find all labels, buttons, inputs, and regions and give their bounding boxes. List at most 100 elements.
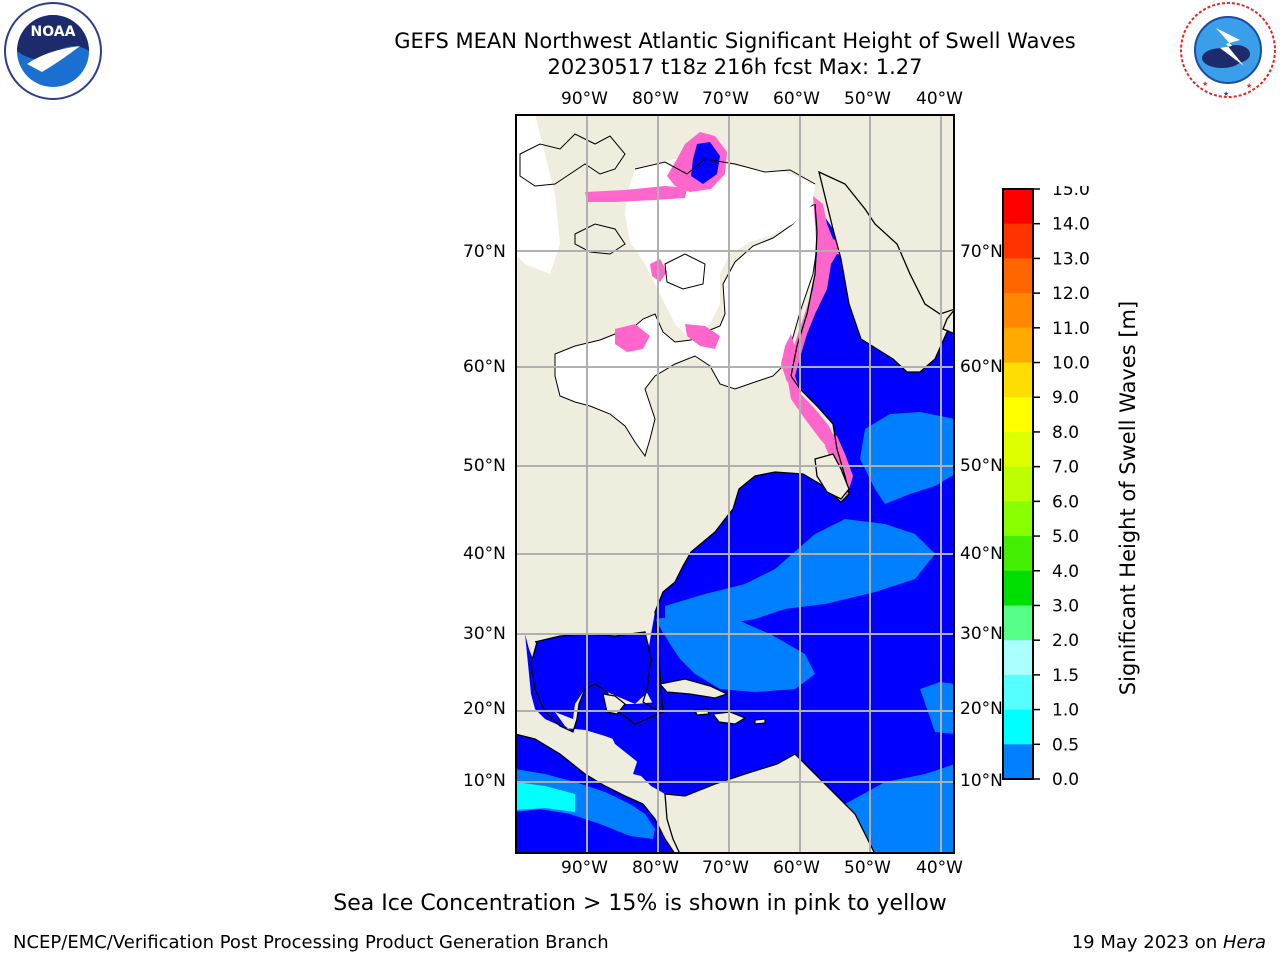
graticule [515,114,955,854]
colorbar-tick-label: 10.0 [1052,354,1090,374]
lat-label-right-40n: 40°N [960,544,1003,564]
colorbar-tick-label: 4.0 [1052,562,1079,582]
pacific-swell-mid [515,769,655,839]
colorbar-segment [1003,466,1033,502]
footer-date-text: 19 May 2023 on [1071,932,1223,953]
lat-label-left-10n: 10°N [463,771,506,791]
arctic-ice-upper [625,159,815,336]
coastline-labrador [790,203,818,377]
lat-label-left-60n: 60°N [463,357,506,377]
ice-edge-greenland [787,196,860,454]
colorbar: 15.0 14.0 13.0 12.0 11.0 10.0 9.0 8.0 7.0 6.0 5.0 4… [1002,186,1090,786]
island-yucatan [602,693,626,715]
colorbar-segment [1003,640,1033,676]
arctic-islands [519,133,816,290]
lat-label-right-30n: 30°N [960,624,1003,644]
lat-label-left-40n: 40°N [463,544,506,564]
lat-label-left-20n: 20°N [463,699,506,719]
coastline-iceland [942,307,955,335]
ice-caption: Sea Ice Concentration > 15% is shown in … [333,891,947,916]
colorbar-segment [1003,744,1033,780]
colorbar-tick-label: 12.0 [1052,284,1090,304]
caribbean-sea [595,699,795,796]
colorbar-segment [1003,258,1033,294]
gulf-of-mexico [531,632,653,719]
lon-label-bottom-70w: 70°W [702,858,749,878]
lon-label-bottom-90w: 90°W [561,858,608,878]
svg-text:★: ★ [1202,80,1208,88]
colorbar-tick-label: 9.0 [1052,388,1079,408]
colorbar-tick-label: 1.5 [1052,666,1079,686]
lon-label-top-40w: 40°W [916,89,963,109]
hudson-bay-ice [554,203,820,458]
colorbar-segment [1003,293,1033,329]
colorbar-segment [1003,327,1033,364]
map-panel [515,114,955,854]
colorbar-title: Significant Height of Swell Waves [m] [1116,300,1140,696]
lon-label-top-70w: 70°W [702,89,749,109]
chart-subtitle: 20230517 t18z 216h fcst Max: 1.27 [547,55,923,79]
colorbar-segment [1003,189,1033,225]
colorbar-tick-label: 11.0 [1052,319,1090,339]
colorbar-tick-label: 8.0 [1052,423,1079,443]
swell-band-north [860,412,955,504]
colorbar-segment [1003,674,1033,711]
lon-label-top-90w: 90°W [561,89,608,109]
colorbar-tick-label: 6.0 [1052,492,1079,512]
lon-label-bottom-80w: 80°W [632,858,679,878]
colorbar-tick-label: 3.0 [1052,596,1079,616]
atlantic-ocean [525,202,955,854]
colorbar-segment [1003,570,1033,606]
swell-band-east [845,764,955,854]
colorbar-segment [1003,397,1033,433]
colorbar-segment [1003,501,1033,537]
lon-label-top-50w: 50°W [844,89,891,109]
lat-label-right-20n: 20°N [960,699,1003,719]
lon-label-top-60w: 60°W [773,89,820,109]
lat-label-right-50n: 50°N [960,456,1003,476]
footer-host: Hera [1222,932,1266,953]
lat-label-right-10n: 10°N [960,771,1003,791]
ice-edge-arctic-strip [585,186,687,202]
colorbar-segment [1003,362,1033,398]
svg-text:★: ★ [1223,90,1229,98]
colorbar-segment [1003,709,1033,745]
svg-text:★: ★ [1246,82,1252,90]
footer-date: 19 May 2023 on Hera [1072,932,1266,953]
chart-title: GEFS MEAN Northwest Atlantic Significant… [394,29,1076,53]
lat-label-left-70n: 70°N [463,242,506,262]
island-cuba [658,678,729,699]
lon-label-bottom-50w: 50°W [844,858,891,878]
colorbar-tick-label: 0.0 [1052,770,1079,786]
arctic-ice-northwest [515,114,560,274]
colorbar-tick-label: 7.0 [1052,458,1079,478]
colorbar-tick-label: 1.0 [1052,701,1079,721]
lat-label-right-60n: 60°N [960,357,1003,377]
colorbar-tick-label: 14.0 [1052,215,1090,235]
colorbar-tick-label: 13.0 [1052,249,1090,269]
ice-edge-hudson-strait [615,324,720,352]
colorbar-segment [1003,223,1033,259]
ice-edge-labrador-coast [781,334,797,382]
lat-label-left-50n: 50°N [463,456,506,476]
colorbar-tick-label: 0.5 [1052,735,1079,755]
coastline-central-america [515,733,676,854]
nws-logo: ★ ★ ★ [1180,2,1276,98]
swell-band-southeast [920,682,955,734]
footer-credit: NCEP/EMC/Verification Post Processing Pr… [13,932,609,953]
colorbar-tick-label: 15.0 [1052,186,1090,200]
colorbar-tick-label: 5.0 [1052,527,1079,547]
colorbar-tick-label: 2.0 [1052,631,1079,651]
lon-label-bottom-60w: 60°W [773,858,820,878]
colorbar-segment [1003,536,1033,572]
noaa-logo: NOAA [4,2,102,100]
lon-label-bottom-40w: 40°W [916,858,963,878]
colorbar-segment [1003,605,1033,641]
noaa-logo-text: NOAA [31,24,76,40]
lat-label-left-30n: 30°N [463,624,506,644]
ice-edge-baffin-core [691,142,720,184]
lon-label-top-80w: 80°W [632,89,679,109]
pacific-swell-high [515,782,575,812]
island-puerto-rico [754,718,766,725]
coastline-greenland [818,170,955,373]
